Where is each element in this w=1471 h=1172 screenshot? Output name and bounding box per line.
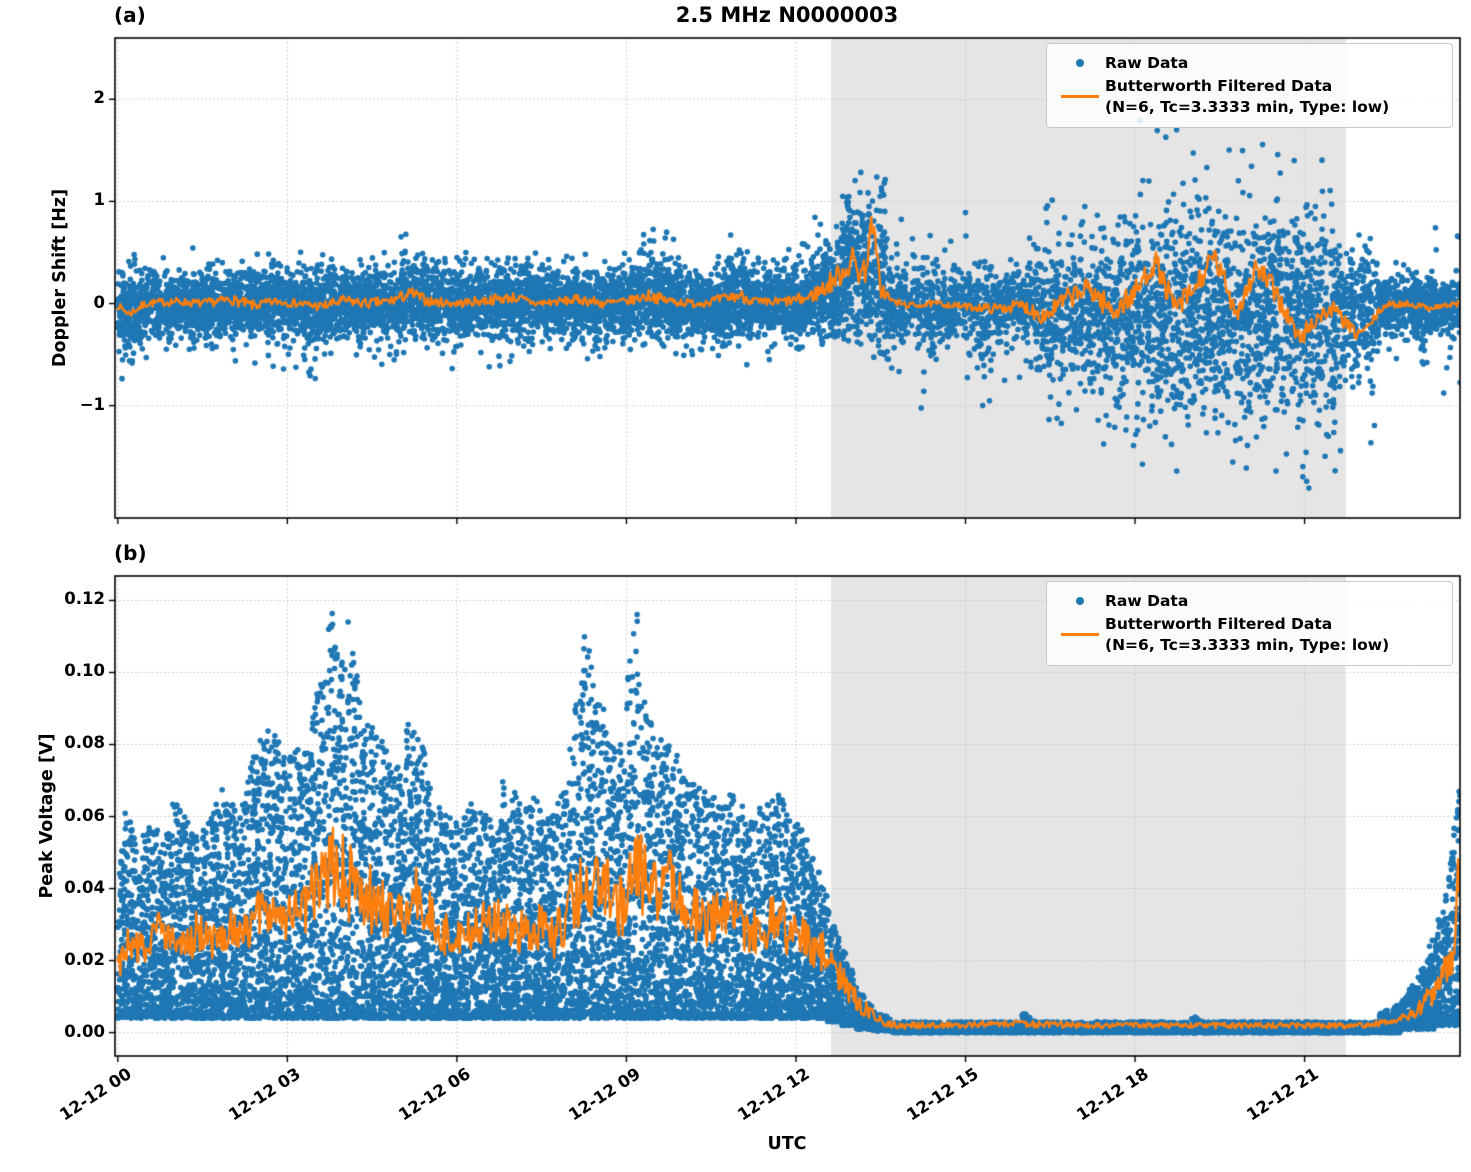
legend-filtered-label-line2: (N=6, Tc=3.3333 min, Type: low) bbox=[1105, 97, 1390, 116]
legend-panel-a: Raw Data Butterworth Filtered Data (N=6,… bbox=[1046, 43, 1453, 128]
panel-b-label: (b) bbox=[114, 541, 147, 565]
figure-title: 2.5 MHz N0000003 bbox=[675, 3, 899, 27]
y-tick-b-006: 0.06 bbox=[64, 806, 105, 825]
y-axis-label-voltage: Peak Voltage [V] bbox=[37, 733, 57, 899]
legend-filtered-label-line1: Butterworth Filtered Data bbox=[1105, 76, 1333, 95]
legend-filtered-label-line1: Butterworth Filtered Data bbox=[1105, 614, 1333, 633]
legend-filtered-label-line2: (N=6, Tc=3.3333 min, Type: low) bbox=[1105, 635, 1390, 654]
y-tick-b-000: 0.00 bbox=[64, 1022, 105, 1041]
filtered-line-marker bbox=[1055, 95, 1105, 99]
y-axis-label-doppler: Doppler Shift [Hz] bbox=[50, 188, 70, 368]
legend-entry-filtered: Butterworth Filtered Data (N=6, Tc=3.333… bbox=[1055, 614, 1442, 656]
y-tick-b-012: 0.12 bbox=[64, 589, 105, 608]
y-tick-a-1: 1 bbox=[93, 190, 105, 209]
legend-panel-b: Raw Data Butterworth Filtered Data (N=6,… bbox=[1046, 581, 1453, 666]
legend-filtered-label: Butterworth Filtered Data (N=6, Tc=3.333… bbox=[1105, 76, 1389, 118]
legend-entry-raw: Raw Data bbox=[1055, 53, 1442, 74]
legend-raw-label: Raw Data bbox=[1105, 592, 1189, 610]
legend-raw-label: Raw Data bbox=[1105, 54, 1189, 72]
filtered-line-marker bbox=[1055, 633, 1105, 637]
y-tick-a-2: 2 bbox=[93, 88, 105, 107]
y-tick-a-0: 0 bbox=[93, 293, 105, 312]
y-tick-b-010: 0.10 bbox=[64, 661, 105, 680]
raw-data-marker bbox=[1055, 59, 1105, 68]
y-tick-b-004: 0.04 bbox=[64, 878, 105, 897]
x-axis-label: UTC bbox=[767, 1134, 807, 1154]
y-tick-b-008: 0.08 bbox=[64, 733, 105, 752]
y-tick-a-neg1: −1 bbox=[79, 395, 105, 414]
panel-a-label: (a) bbox=[114, 3, 146, 27]
legend-entry-raw: Raw Data bbox=[1055, 591, 1442, 612]
legend-entry-filtered: Butterworth Filtered Data (N=6, Tc=3.333… bbox=[1055, 76, 1442, 118]
raw-data-marker bbox=[1055, 597, 1105, 606]
y-tick-b-002: 0.02 bbox=[64, 950, 105, 969]
legend-filtered-label: Butterworth Filtered Data (N=6, Tc=3.333… bbox=[1105, 614, 1389, 656]
